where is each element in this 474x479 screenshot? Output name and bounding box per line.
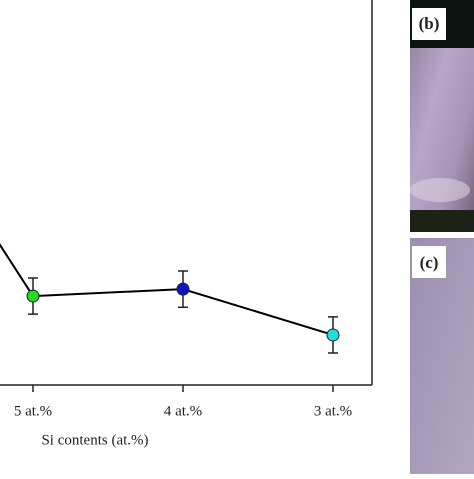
panel-b: (b) bbox=[410, 0, 474, 232]
label-box bbox=[412, 246, 446, 278]
data-point bbox=[26, 289, 40, 303]
label-box bbox=[412, 8, 446, 40]
plot bbox=[0, 243, 340, 354]
x-tick-label: 5 at.% bbox=[14, 403, 52, 419]
data-line bbox=[0, 243, 334, 336]
panel-label: (c) bbox=[420, 253, 439, 272]
data-point bbox=[176, 282, 190, 296]
x-axis-label: Si contents (at.%) bbox=[41, 432, 148, 448]
dark-edge bbox=[410, 210, 474, 232]
data-point bbox=[326, 328, 340, 342]
panel-label: (b) bbox=[419, 14, 440, 33]
x-tick-label: 3 at.% bbox=[314, 403, 352, 419]
x-tick-label: 4 at.% bbox=[164, 403, 202, 419]
highlight bbox=[410, 178, 470, 202]
panel-c: (c) bbox=[410, 238, 474, 474]
